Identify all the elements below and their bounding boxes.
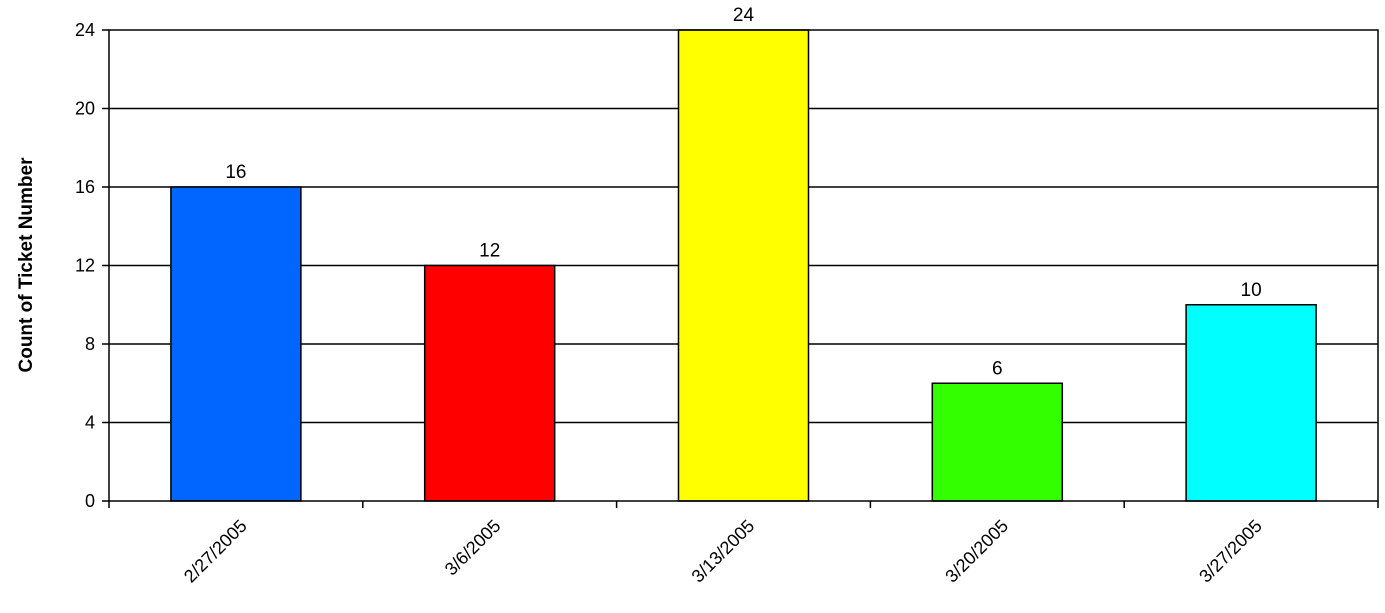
x-category-label: 3/20/2005 <box>941 516 1012 587</box>
bar-5 <box>1185 304 1317 502</box>
x-axis-categories: 2/27/2005 3/6/2005 3/13/2005 3/20/2005 3/27/… <box>108 501 1379 587</box>
y-tick-label: 12 <box>75 256 95 276</box>
x-category-label: 3/6/2005 <box>441 516 505 580</box>
bar-1 <box>170 186 302 502</box>
data-label: 10 <box>1241 280 1262 301</box>
data-label: 24 <box>733 5 755 26</box>
bar-3 <box>677 29 810 502</box>
y-tick-label: 20 <box>75 99 95 119</box>
y-axis-ticks: 0 4 8 12 16 20 24 <box>75 20 109 511</box>
bars <box>170 29 1317 502</box>
data-label: 6 <box>992 358 1003 379</box>
y-tick-label: 24 <box>75 20 95 40</box>
data-label: 12 <box>479 241 500 262</box>
y-tick-label: 4 <box>85 413 95 433</box>
bar-4 <box>931 382 1064 502</box>
y-tick-label: 16 <box>75 177 95 197</box>
y-axis-title: Count of Ticket Number <box>16 157 37 373</box>
bar-2 <box>423 264 556 502</box>
x-category-label: 3/13/2005 <box>688 516 759 587</box>
y-tick-label: 8 <box>85 334 95 354</box>
y-tick-label: 0 <box>85 491 95 511</box>
data-labels: 16 12 24 6 10 <box>225 5 1261 379</box>
x-category-label: 3/27/2005 <box>1195 516 1266 587</box>
x-category-label: 2/27/2005 <box>180 516 251 587</box>
data-label: 16 <box>225 162 246 183</box>
